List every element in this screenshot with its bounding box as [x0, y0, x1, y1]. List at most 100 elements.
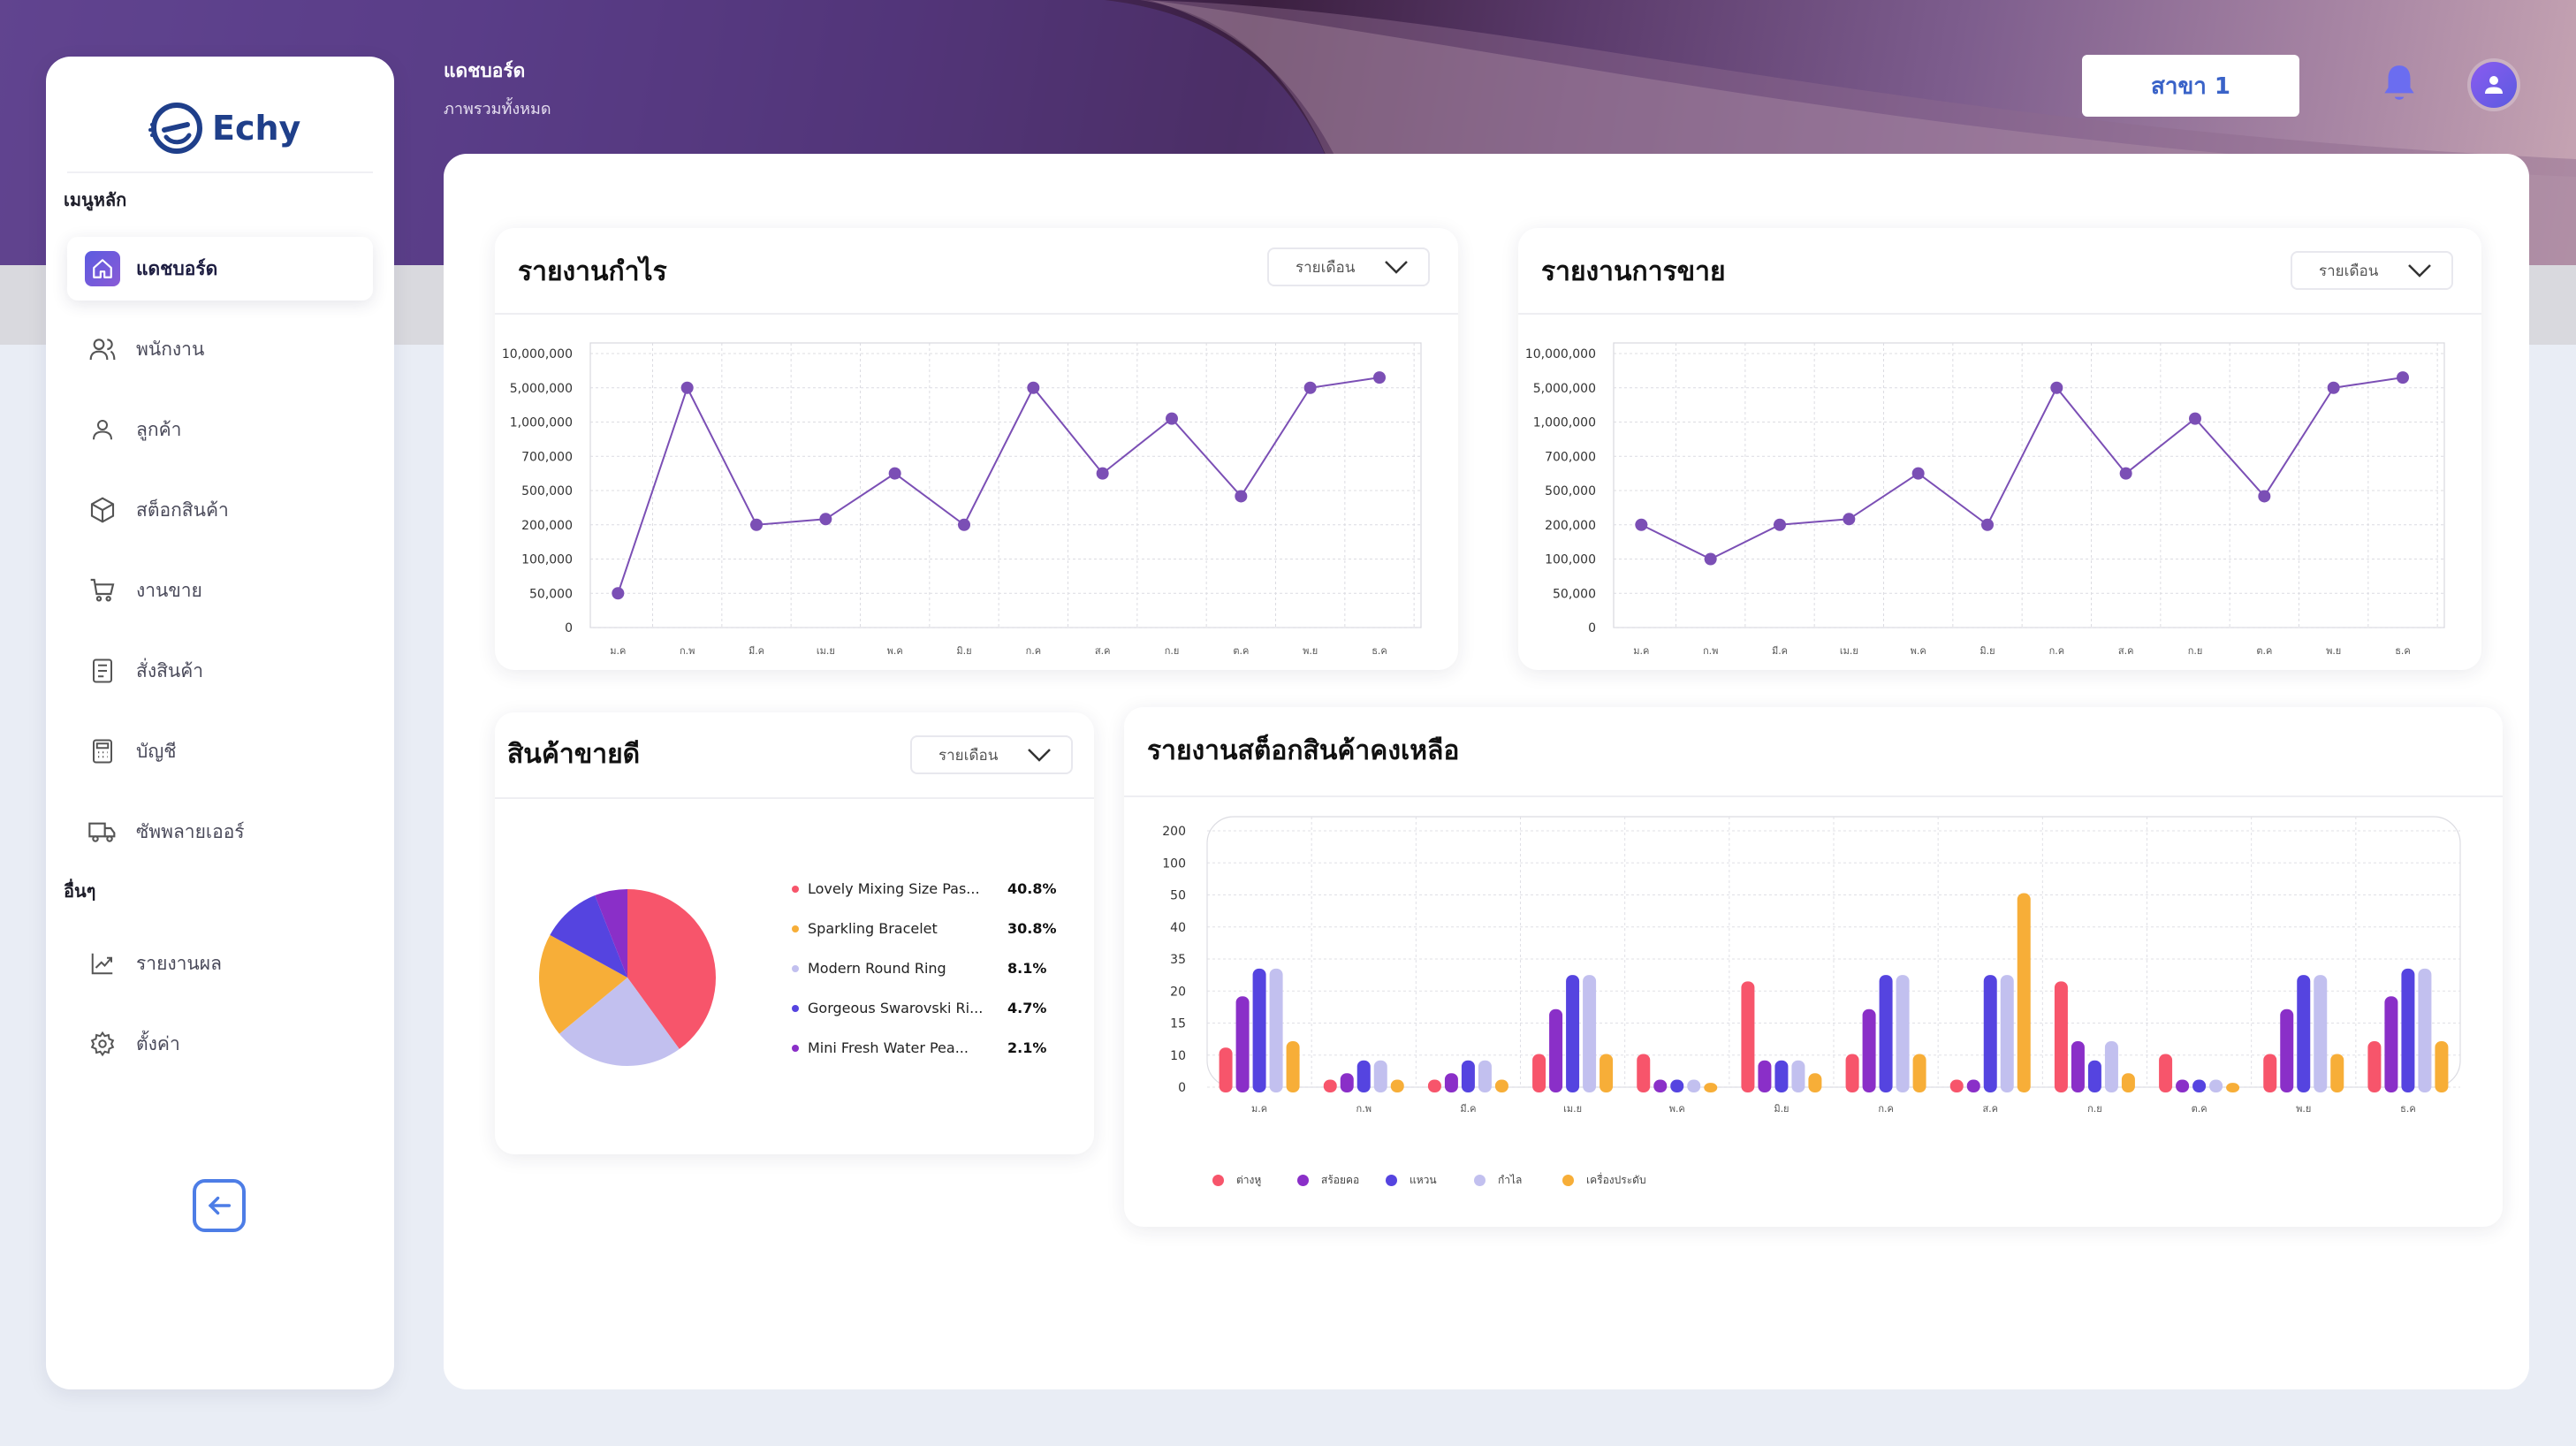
card-title: รายงานการขาย [1541, 256, 1726, 287]
y-tick-label: 1,000,000 [1533, 416, 1596, 430]
home-icon [85, 251, 120, 286]
x-tick-label: ต.ค [2192, 1103, 2207, 1115]
sidebar-item-dashboard[interactable]: แดชบอร์ด [67, 237, 373, 301]
sidebar-item-label: บัญชี [136, 740, 177, 762]
page-title: แดชบอร์ด [444, 60, 526, 81]
sidebar-item-stock[interactable]: สต็อกสินค้า [67, 478, 373, 542]
section-other-label: อื่นๆ [64, 880, 96, 902]
bar [1912, 1054, 1926, 1092]
y-tick-label: 100,000 [521, 553, 573, 567]
dropdown-value: รายเดือน [938, 746, 999, 765]
y-tick-label: 0 [565, 621, 573, 635]
x-tick-label: ก.ย [2087, 1103, 2102, 1115]
bar [2435, 1041, 2449, 1092]
bar [1637, 1054, 1651, 1092]
notification-bell-icon[interactable] [2377, 62, 2421, 106]
y-tick-label: 15 [1170, 1017, 1186, 1031]
stock-report-card: รายงานสต็อกสินค้าคงเหลือ 200 100 50 40 35 20 1… [1124, 707, 2503, 1227]
x-tick-label: มิ.ย [1774, 1103, 1789, 1115]
pie-legend-item: Lovely Mixing Size Pas... [792, 880, 980, 897]
sidebar-item-label: แดชบอร์ด [136, 257, 218, 279]
collapse-sidebar-button[interactable] [193, 1179, 246, 1232]
bar [2017, 893, 2031, 1092]
data-point [958, 518, 970, 531]
bar [2159, 1054, 2173, 1092]
data-point [1096, 467, 1109, 480]
x-tick-label: ม.ค [1633, 645, 1649, 657]
sidebar-item-accounting[interactable]: บัญชี [67, 719, 373, 783]
sidebar-item-orders[interactable]: สั่งสินค้า [67, 639, 373, 703]
cart-icon [85, 573, 120, 608]
x-tick-label: ก.พ [1703, 645, 1718, 657]
sales-period-dropdown[interactable]: รายเดือน [2291, 251, 2453, 290]
bar [1704, 1083, 1718, 1092]
sales-report-card: รายงานการขาย รายเดือน 10,000,000 5,000,00… [1518, 228, 2481, 670]
x-tick-label: ต.ค [2256, 645, 2272, 657]
bar [1808, 1073, 1822, 1092]
profit-period-dropdown[interactable]: รายเดือน [1267, 247, 1430, 286]
data-point [750, 518, 763, 531]
bar [1373, 1060, 1387, 1092]
bar [1286, 1041, 1300, 1092]
sidebar-item-label: ตั้งค่า [136, 1032, 180, 1054]
legend-label: Lovely Mixing Size Pas... [808, 880, 980, 897]
x-tick-label: พ.ย [2296, 1103, 2311, 1115]
truck-icon [85, 814, 120, 849]
x-tick-label: มี.ค [748, 645, 764, 657]
logo: Echy [145, 88, 300, 168]
y-tick-label: 10,000,000 [1525, 347, 1596, 362]
x-tick-label: มิ.ย [956, 645, 971, 657]
legend-dot [792, 885, 799, 893]
sidebar-item-suppliers[interactable]: ซัพพลายเออร์ [67, 800, 373, 864]
x-tick-label: ก.ค [1026, 645, 1042, 657]
bar-legend-item: ต่างหู [1212, 1172, 1261, 1189]
x-tick-label: พ.ย [2326, 645, 2341, 657]
data-point [612, 587, 625, 600]
plot-area [1613, 342, 2445, 628]
pie-legend-item: Gorgeous Swarovski Ri... [792, 1000, 983, 1016]
y-tick-label: 50,000 [1553, 587, 1596, 601]
x-tick-label: ก.พ [1356, 1103, 1372, 1115]
profit-report-card: รายงานกำไร รายเดือน 10,000,000 5,000,000 1… [495, 228, 1458, 670]
data-point [2258, 490, 2271, 503]
bar [2192, 1079, 2207, 1092]
legend-label: ต่างหู [1236, 1174, 1262, 1186]
y-tick-label: 0 [1588, 621, 1596, 635]
bar [1966, 1079, 1980, 1092]
x-tick-label: ม.ค [1251, 1103, 1267, 1115]
dropdown-value: รายเดือน [2319, 262, 2379, 280]
x-tick-label: พ.ค [1911, 645, 1926, 657]
card-title: สินค้าขายดี [507, 739, 641, 770]
bar [2054, 981, 2068, 1092]
bar [1670, 1079, 1684, 1092]
branch-selector-button[interactable]: สาขา 1 [2082, 55, 2299, 117]
bar [1269, 968, 1283, 1092]
legend-dot [1212, 1175, 1224, 1186]
data-point [1235, 490, 1248, 503]
sidebar-item-customers[interactable]: ลูกค้า [67, 398, 373, 461]
bar [1687, 1079, 1701, 1092]
data-point [1635, 518, 1648, 531]
sidebar-item-label: ลูกค้า [136, 418, 182, 440]
legend-dot [1474, 1175, 1486, 1186]
pie-legend-item: Modern Round Ring [792, 960, 946, 977]
sidebar-item-sales[interactable]: งานขาย [67, 559, 373, 622]
page-subtitle: ภาพรวมทั้งหมด [444, 100, 551, 118]
user-avatar-button[interactable] [2471, 62, 2517, 108]
sidebar-item-employees[interactable]: พนักงาน [67, 317, 373, 381]
bar [1791, 1060, 1805, 1092]
divider [67, 171, 373, 173]
y-tick-label: 5,000,000 [510, 382, 573, 396]
sales-line-chart: 10,000,000 5,000,000 1,000,000 700,000 500,0… [1525, 342, 2445, 657]
legend-dot [1386, 1175, 1397, 1186]
pie-slice [559, 978, 680, 1066]
y-tick-label: 500,000 [521, 484, 573, 498]
data-point [1704, 552, 1717, 566]
bar [1494, 1079, 1508, 1092]
best-seller-period-dropdown[interactable]: รายเดือน [910, 735, 1073, 774]
legend-label: แหวน [1410, 1174, 1437, 1186]
sidebar-item-reports[interactable]: รายงานผล [67, 932, 373, 995]
bar [2121, 1073, 2135, 1092]
sidebar-item-settings[interactable]: ตั้งค่า [67, 1012, 373, 1076]
pie-legend-item: Mini Fresh Water Pea... [792, 1039, 969, 1056]
